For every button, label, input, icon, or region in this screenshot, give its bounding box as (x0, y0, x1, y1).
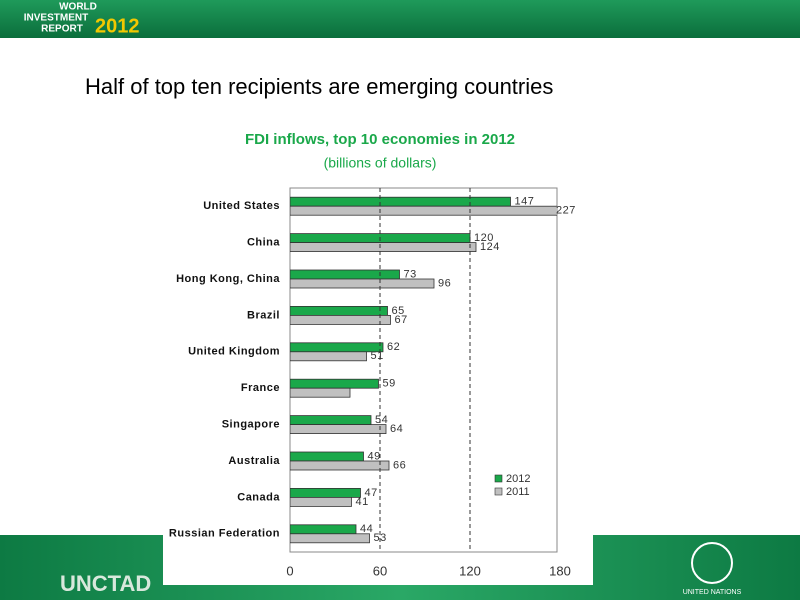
y-tick-label: Brazil (247, 309, 280, 321)
data-label: 65 (392, 305, 405, 317)
logo-text: REPORT (41, 24, 83, 35)
data-label: 44 (360, 523, 373, 535)
data-label: 54 (375, 414, 388, 426)
bar (290, 269, 400, 280)
y-tick-label: Australia (228, 455, 280, 467)
un-emblem (691, 542, 733, 584)
data-label: 59 (383, 378, 396, 390)
logo-year: 2012 (95, 15, 140, 37)
data-label: 73 (404, 268, 417, 280)
bar (290, 487, 361, 498)
bar (290, 351, 367, 362)
data-label: 120 (474, 232, 494, 244)
y-tick-label: United States (203, 200, 280, 212)
chart-subtitle: (billions of dollars) (324, 155, 437, 171)
data-label: 67 (395, 314, 408, 326)
legend-swatch (494, 474, 503, 483)
y-tick-label: Singapore (222, 419, 280, 431)
data-label: 41 (356, 496, 369, 508)
data-label: 53 (374, 532, 387, 544)
x-tick-label: 0 (286, 563, 293, 578)
logo-text: INVESTMENT (24, 13, 88, 24)
bar (290, 205, 557, 216)
data-label: 64 (390, 423, 403, 435)
bar (290, 242, 477, 253)
legend-swatch (494, 487, 503, 496)
y-tick-label: Canada (237, 491, 280, 503)
logo-text: WORLD (59, 2, 97, 13)
y-tick-label: United Kingdom (188, 346, 280, 358)
x-tick-label: 60 (373, 563, 387, 578)
slide-title: Half of top ten recipients are emerging … (85, 74, 553, 99)
plot-frame (289, 187, 558, 553)
bar (290, 196, 511, 207)
plot-area (290, 196, 557, 544)
bar (290, 342, 384, 353)
chart-title: FDI inflows, top 10 economies in 2012 (245, 131, 515, 148)
footer-org: UNCTAD (60, 571, 151, 596)
footer-un: UNITED NATIONS (683, 589, 742, 596)
data-label: 49 (368, 450, 381, 462)
bar (290, 460, 390, 471)
y-tick-label: France (241, 382, 280, 394)
bar (290, 415, 372, 426)
legend-label: 2011 (506, 486, 530, 498)
bar (290, 496, 352, 507)
data-label: 62 (387, 341, 400, 353)
x-tick-label: 180 (549, 563, 571, 578)
data-label: 147 (515, 196, 535, 208)
y-tick-label: Hong Kong, China (176, 273, 280, 285)
y-tick-label: Russian Federation (169, 528, 280, 540)
bar (290, 387, 351, 398)
bar (290, 524, 357, 535)
bar (290, 278, 435, 289)
y-tick-label: China (247, 237, 280, 249)
data-label: 124 (480, 241, 500, 253)
x-tick-label: 120 (459, 563, 481, 578)
chart-panel (163, 535, 593, 585)
data-label: 66 (393, 459, 406, 471)
bar (290, 314, 391, 325)
bar (290, 378, 379, 389)
bar (290, 305, 388, 316)
data-label: 51 (371, 350, 384, 362)
bar (290, 451, 364, 462)
data-label: 47 (365, 487, 378, 499)
legend-label: 2012 (506, 473, 530, 485)
bar (290, 533, 370, 544)
bar (290, 424, 387, 435)
data-label: 96 (438, 277, 451, 289)
data-label: 227 (556, 205, 576, 217)
header-band (0, 0, 800, 38)
